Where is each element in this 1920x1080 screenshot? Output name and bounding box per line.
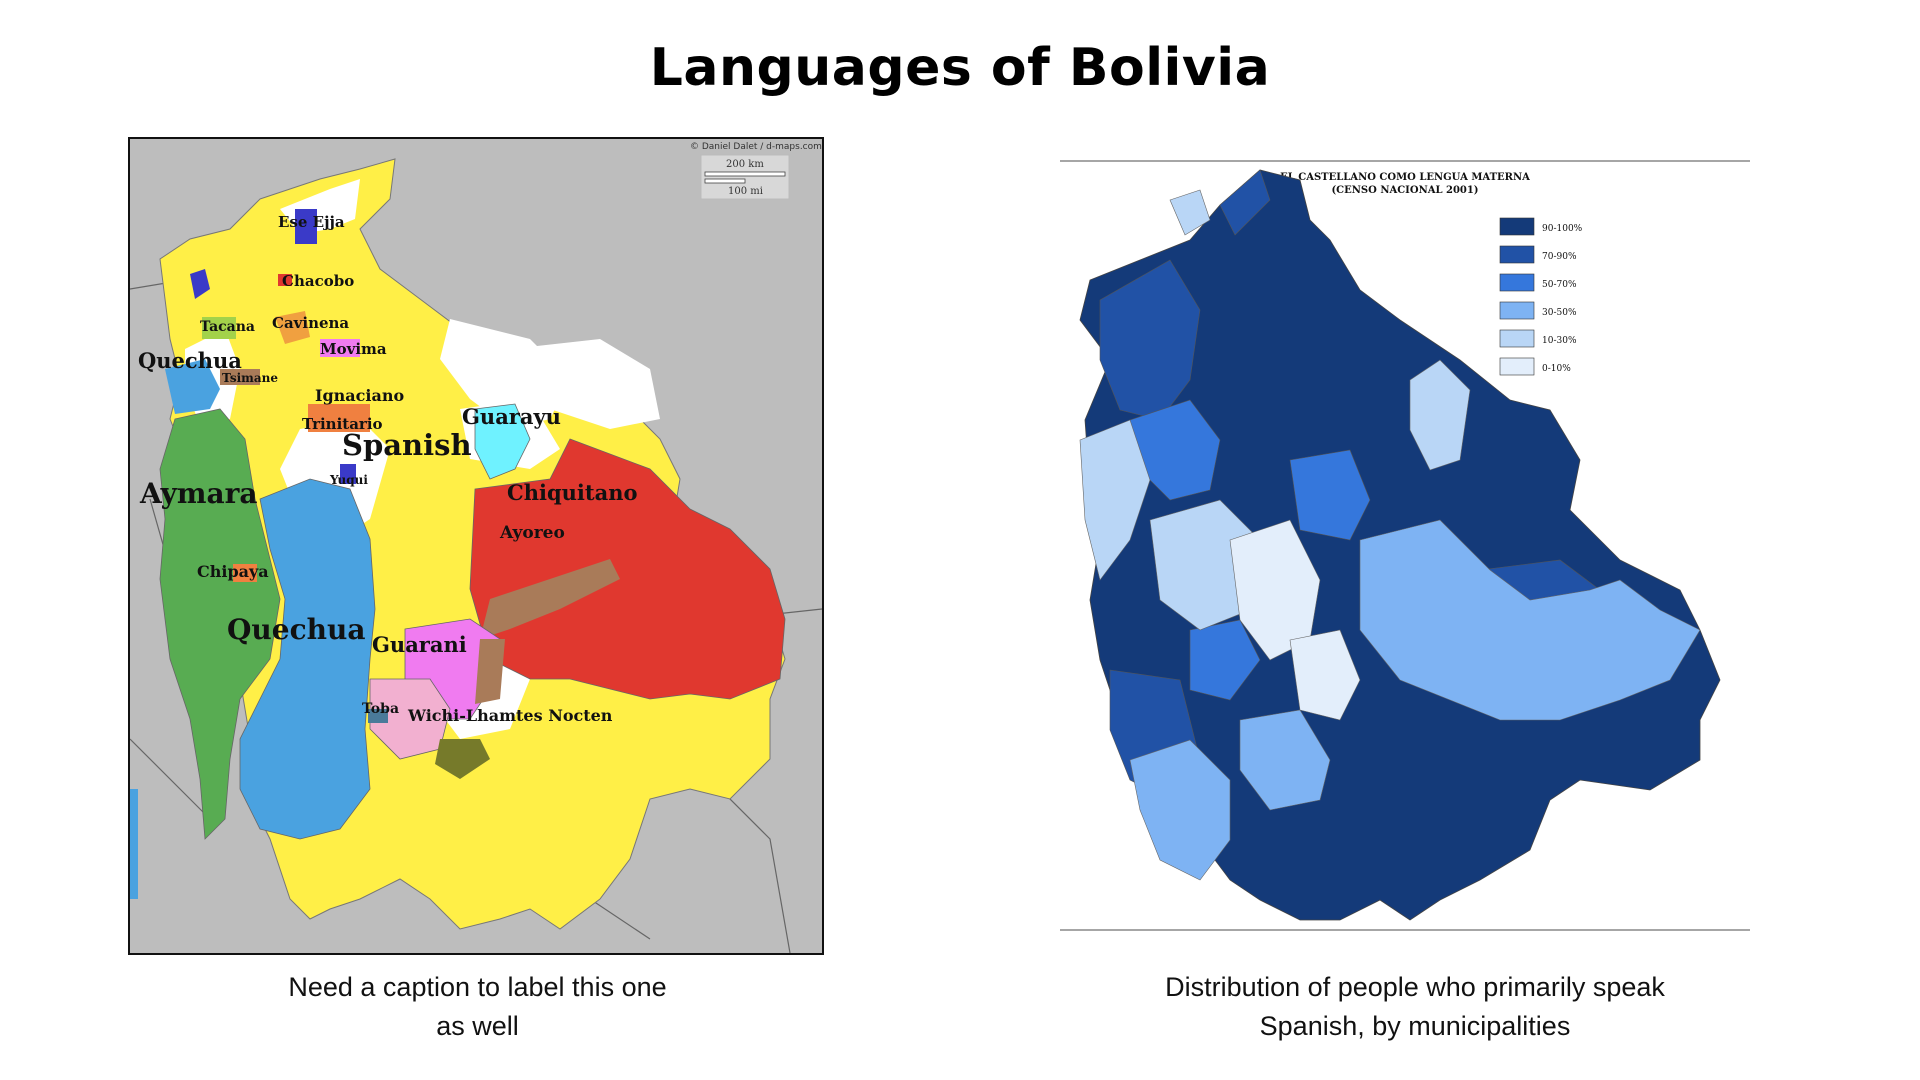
label-aymara: Aymara [139, 477, 258, 510]
legend-label-50-70: 50-70% [1542, 280, 1577, 290]
label-yuqui: Yuqui [329, 473, 368, 487]
wichi-region [435, 739, 490, 779]
spanish-map-10-30-north [1169, 189, 1211, 236]
spanish-map-0-10-south [1289, 629, 1361, 721]
languages-map: © Daniel Dalet / d-maps.com 200 km 100 m… [128, 137, 824, 955]
legend-swatch-90-100 [1499, 217, 1535, 236]
spanish-map-70-90-north [1219, 169, 1271, 236]
label-quechua-south: Quechua [227, 613, 365, 646]
legend-label-0-10: 0-10% [1542, 364, 1571, 374]
spanish-distribution-map-svg: EL CASTELLANO COMO LENGUA MATERNA (CENSO… [1060, 160, 1750, 931]
legend-label-90-100: 90-100% [1542, 224, 1583, 234]
toba-patch [368, 709, 388, 723]
tacana-patch [202, 317, 236, 339]
spanish-map-50-70-center [1289, 449, 1371, 541]
movima-patch [320, 339, 360, 357]
tsimane-patch [220, 369, 260, 385]
spanish-map-30-50-east [1359, 519, 1701, 721]
left-map-caption: Need a caption to label this one as well [220, 968, 735, 1046]
cavinena-patch [275, 311, 310, 344]
map-credit: © Daniel Dalet / d-maps.com [690, 142, 822, 152]
languages-map-svg: © Daniel Dalet / d-maps.com 200 km 100 m… [130, 142, 822, 953]
label-tacana: Tacana [200, 319, 255, 335]
chacobo-patch [278, 274, 292, 286]
quechua-north-region [165, 359, 220, 414]
legend-swatch-0-10 [1499, 357, 1535, 376]
left-caption-line2: as well [436, 1011, 519, 1041]
spanish-map-30-50-southwest [1129, 739, 1231, 881]
label-chacobo: Chacobo [282, 272, 354, 290]
right-caption-line2: Spanish, by municipalities [1259, 1011, 1571, 1041]
right-map-caption: Distribution of people who primarily spe… [1110, 968, 1720, 1046]
label-quechua-north: Quechua [138, 348, 242, 373]
ayoreo-region [480, 559, 620, 639]
spanish-distribution-map: EL CASTELLANO COMO LENGUA MATERNA (CENSO… [1060, 160, 1750, 932]
ignaciano-trinitario-patch [308, 404, 370, 432]
spanish-map-50-70-south [1189, 619, 1261, 701]
label-tsimane: Tsimane [222, 371, 278, 385]
guarani-brown-region [475, 639, 505, 704]
spanish-map-10-30-northeast [1409, 359, 1471, 471]
scale-box [700, 154, 790, 200]
chipaya-patch [233, 564, 257, 582]
label-movima: Movima [320, 340, 387, 358]
label-ignaciano: Ignaciano [315, 386, 404, 405]
spanish-map-legend: 90-100% 70-90% 50-70% 30-50% 10-30% 0-10… [1499, 217, 1583, 376]
label-wichi: Wichi-Lhamtes Nocten [407, 706, 613, 725]
legend-swatch-70-90 [1499, 245, 1535, 264]
label-spanish: Spanish [342, 428, 472, 462]
yuqui-patch [340, 464, 356, 484]
label-cavinena: Cavinena [272, 314, 349, 332]
chiquitano-region [469, 438, 786, 700]
legend-swatch-30-50 [1499, 301, 1535, 320]
guarayu-region [474, 403, 531, 480]
label-chiquitano: Chiquitano [507, 480, 637, 505]
legend-swatch-10-30 [1499, 329, 1535, 348]
slide-title: Languages of Bolivia [649, 38, 1271, 98]
label-ese-ejja: Ese Ejja [278, 213, 345, 231]
label-trinitario: Trinitario [302, 415, 383, 433]
legend-swatch-50-70 [1499, 273, 1535, 292]
left-caption-line1: Need a caption to label this one [288, 972, 667, 1002]
white-patch-east [510, 339, 660, 429]
scale-bar-mi [704, 178, 746, 184]
left-edge-blue [130, 789, 138, 899]
label-guarani: Guarani [372, 632, 467, 657]
legend-label-30-50: 30-50% [1542, 308, 1577, 318]
legend-label-70-90: 70-90% [1542, 252, 1577, 262]
scale-km: 200 km [726, 159, 764, 170]
label-guarayu: Guarayu [462, 404, 561, 429]
scale-mi: 100 mi [728, 186, 763, 197]
quechua-south-region [239, 478, 376, 840]
far-west-patch [190, 269, 210, 299]
spanish-map-10-30-west [1079, 419, 1151, 581]
aymara-region [159, 408, 281, 840]
right-caption-line1: Distribution of people who primarily spe… [1165, 972, 1665, 1002]
ese-ejja-patch [295, 209, 317, 244]
label-toba: Toba [362, 701, 399, 717]
label-ayoreo: Ayoreo [499, 523, 565, 543]
spanish-map-70-90-west [1099, 259, 1201, 421]
label-chipaya: Chipaya [197, 562, 269, 581]
scale-bar-km [704, 171, 786, 177]
map2-title-line2: (CENSO NACIONAL 2001) [1331, 185, 1478, 196]
legend-label-10-30: 10-30% [1542, 336, 1577, 346]
map2-title-line1: EL CASTELLANO COMO LENGUA MATERNA [1280, 172, 1530, 183]
